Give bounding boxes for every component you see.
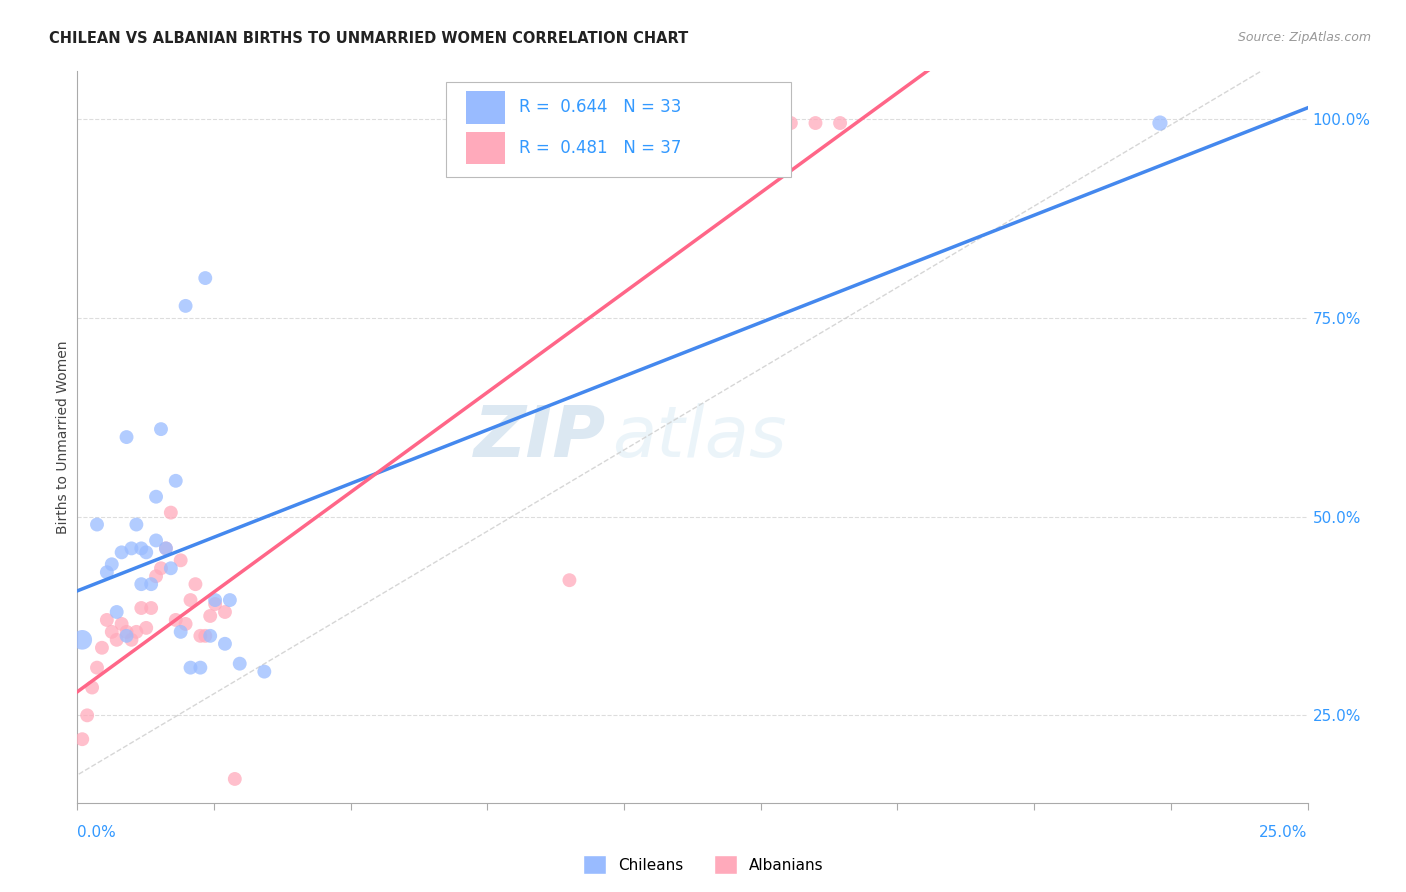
Point xyxy=(115,624,138,639)
Point xyxy=(755,116,778,130)
Point xyxy=(219,593,242,607)
Point xyxy=(224,772,246,786)
Point xyxy=(184,577,207,591)
Point xyxy=(155,541,177,556)
Point xyxy=(82,681,104,695)
Point xyxy=(145,533,167,548)
Point xyxy=(165,613,187,627)
Point xyxy=(174,616,197,631)
Point xyxy=(135,621,157,635)
Point xyxy=(190,660,212,674)
Point xyxy=(105,605,128,619)
Point xyxy=(214,637,236,651)
Point xyxy=(830,116,852,130)
Text: atlas: atlas xyxy=(613,402,787,472)
Text: R =  0.481   N = 37: R = 0.481 N = 37 xyxy=(519,139,682,157)
Point xyxy=(155,541,177,556)
Y-axis label: Births to Unmarried Women: Births to Unmarried Women xyxy=(56,341,70,533)
Point xyxy=(115,430,138,444)
Point xyxy=(180,593,202,607)
Point xyxy=(204,597,226,611)
Point xyxy=(160,506,183,520)
Point xyxy=(150,561,173,575)
Point xyxy=(214,605,236,619)
Text: CHILEAN VS ALBANIAN BIRTHS TO UNMARRIED WOMEN CORRELATION CHART: CHILEAN VS ALBANIAN BIRTHS TO UNMARRIED … xyxy=(49,31,689,46)
Text: R =  0.644   N = 33: R = 0.644 N = 33 xyxy=(519,98,682,117)
Point xyxy=(141,601,163,615)
Text: ZIP: ZIP xyxy=(474,402,606,472)
Point xyxy=(101,558,124,572)
Point xyxy=(194,271,217,285)
Point xyxy=(101,624,124,639)
Point xyxy=(131,577,153,591)
Point xyxy=(190,629,212,643)
Point xyxy=(170,553,193,567)
Point xyxy=(558,573,581,587)
Point xyxy=(111,616,132,631)
Point xyxy=(780,116,803,130)
Point xyxy=(174,299,197,313)
Point xyxy=(150,422,173,436)
Point xyxy=(170,624,193,639)
Point xyxy=(105,632,128,647)
Point xyxy=(229,657,252,671)
Point xyxy=(165,474,187,488)
Point xyxy=(160,561,183,575)
Text: Source: ZipAtlas.com: Source: ZipAtlas.com xyxy=(1237,31,1371,45)
Point xyxy=(96,566,118,580)
Point xyxy=(125,517,148,532)
Point xyxy=(200,609,222,624)
Point xyxy=(125,624,148,639)
Point xyxy=(253,665,276,679)
Point xyxy=(90,640,114,655)
Point xyxy=(145,569,167,583)
Point xyxy=(96,613,118,627)
Point xyxy=(131,541,153,556)
Point xyxy=(731,116,754,130)
FancyBboxPatch shape xyxy=(467,132,506,164)
Point xyxy=(180,660,202,674)
Point xyxy=(135,545,157,559)
Point xyxy=(1149,116,1171,130)
Point xyxy=(86,517,108,532)
Point xyxy=(76,708,98,723)
Text: 25.0%: 25.0% xyxy=(1260,825,1308,840)
Point xyxy=(229,831,252,846)
Point xyxy=(200,629,222,643)
Point xyxy=(121,541,143,556)
FancyBboxPatch shape xyxy=(447,82,792,178)
Point xyxy=(804,116,827,130)
Point xyxy=(131,601,153,615)
Point xyxy=(204,593,226,607)
Point xyxy=(111,545,132,559)
FancyBboxPatch shape xyxy=(467,91,506,124)
Legend: Chileans, Albanians: Chileans, Albanians xyxy=(576,849,830,880)
Point xyxy=(194,629,217,643)
Point xyxy=(141,577,163,591)
Point xyxy=(86,660,108,674)
Point xyxy=(70,732,93,747)
Text: 0.0%: 0.0% xyxy=(77,825,117,840)
Point xyxy=(145,490,167,504)
Point xyxy=(121,632,143,647)
Point xyxy=(115,629,138,643)
Point xyxy=(70,632,93,647)
